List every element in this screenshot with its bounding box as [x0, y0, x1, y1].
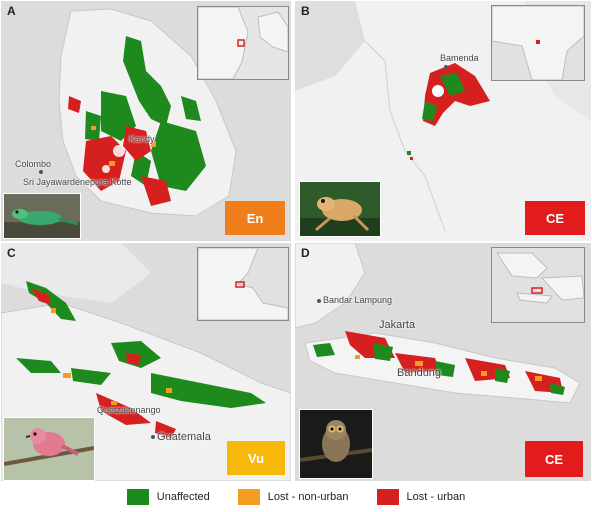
city-colombo: Colombo [15, 159, 52, 169]
panel-c-label: C [7, 246, 16, 260]
panel-c-inset [197, 247, 289, 321]
legend-lost-urban: Lost - urban [376, 489, 466, 505]
panel-d-label: D [301, 246, 310, 260]
frog-photo [299, 181, 381, 237]
panel-b-inset [491, 5, 585, 81]
city-guatemala: Guatemala [157, 431, 211, 443]
city-bandung: Bandung [397, 367, 442, 379]
status-badge-vu: Vu [227, 441, 285, 475]
city-kandy: Kandy [129, 134, 155, 144]
legend-label: Unaffected [156, 491, 210, 503]
status-badge-en: En [225, 201, 285, 235]
city-bamenda: Bamenda [440, 53, 479, 63]
legend-unaffected: Unaffected [126, 489, 210, 505]
legend: Unaffected Lost - non-urban Lost - urban [0, 482, 592, 512]
legend-lost-non-urban: Lost - non-urban [237, 489, 349, 505]
panel-d: D Bandar Lampung Jakarta Bandung CE [294, 242, 592, 482]
city-bandar-lampung: Bandar Lampung [323, 295, 393, 305]
status-badge-ce-d: CE [525, 441, 583, 477]
legend-label: Lost - non-urban [267, 491, 349, 503]
panel-d-inset [491, 247, 585, 323]
panel-b-label: B [301, 4, 310, 18]
loris-photo [299, 409, 373, 479]
panel-c: C Quetzaltenango Guatemala Vu [0, 242, 292, 482]
panel-a: A Colombo Sri Jayawardenepura Kotte Kand… [0, 0, 292, 242]
lizard-photo [3, 193, 81, 239]
city-jakarta: Jakarta [379, 319, 416, 331]
panel-a-inset [197, 6, 289, 80]
city-quetzaltenango: Quetzaltenango [97, 405, 161, 415]
legend-label: Lost - urban [406, 491, 466, 503]
bird-photo [3, 417, 95, 481]
city-kotte: Sri Jayawardenepura Kotte [23, 177, 132, 187]
panel-b: B Bamenda CE [294, 0, 592, 242]
panel-a-label: A [7, 4, 16, 18]
status-badge-ce-b: CE [525, 201, 585, 235]
